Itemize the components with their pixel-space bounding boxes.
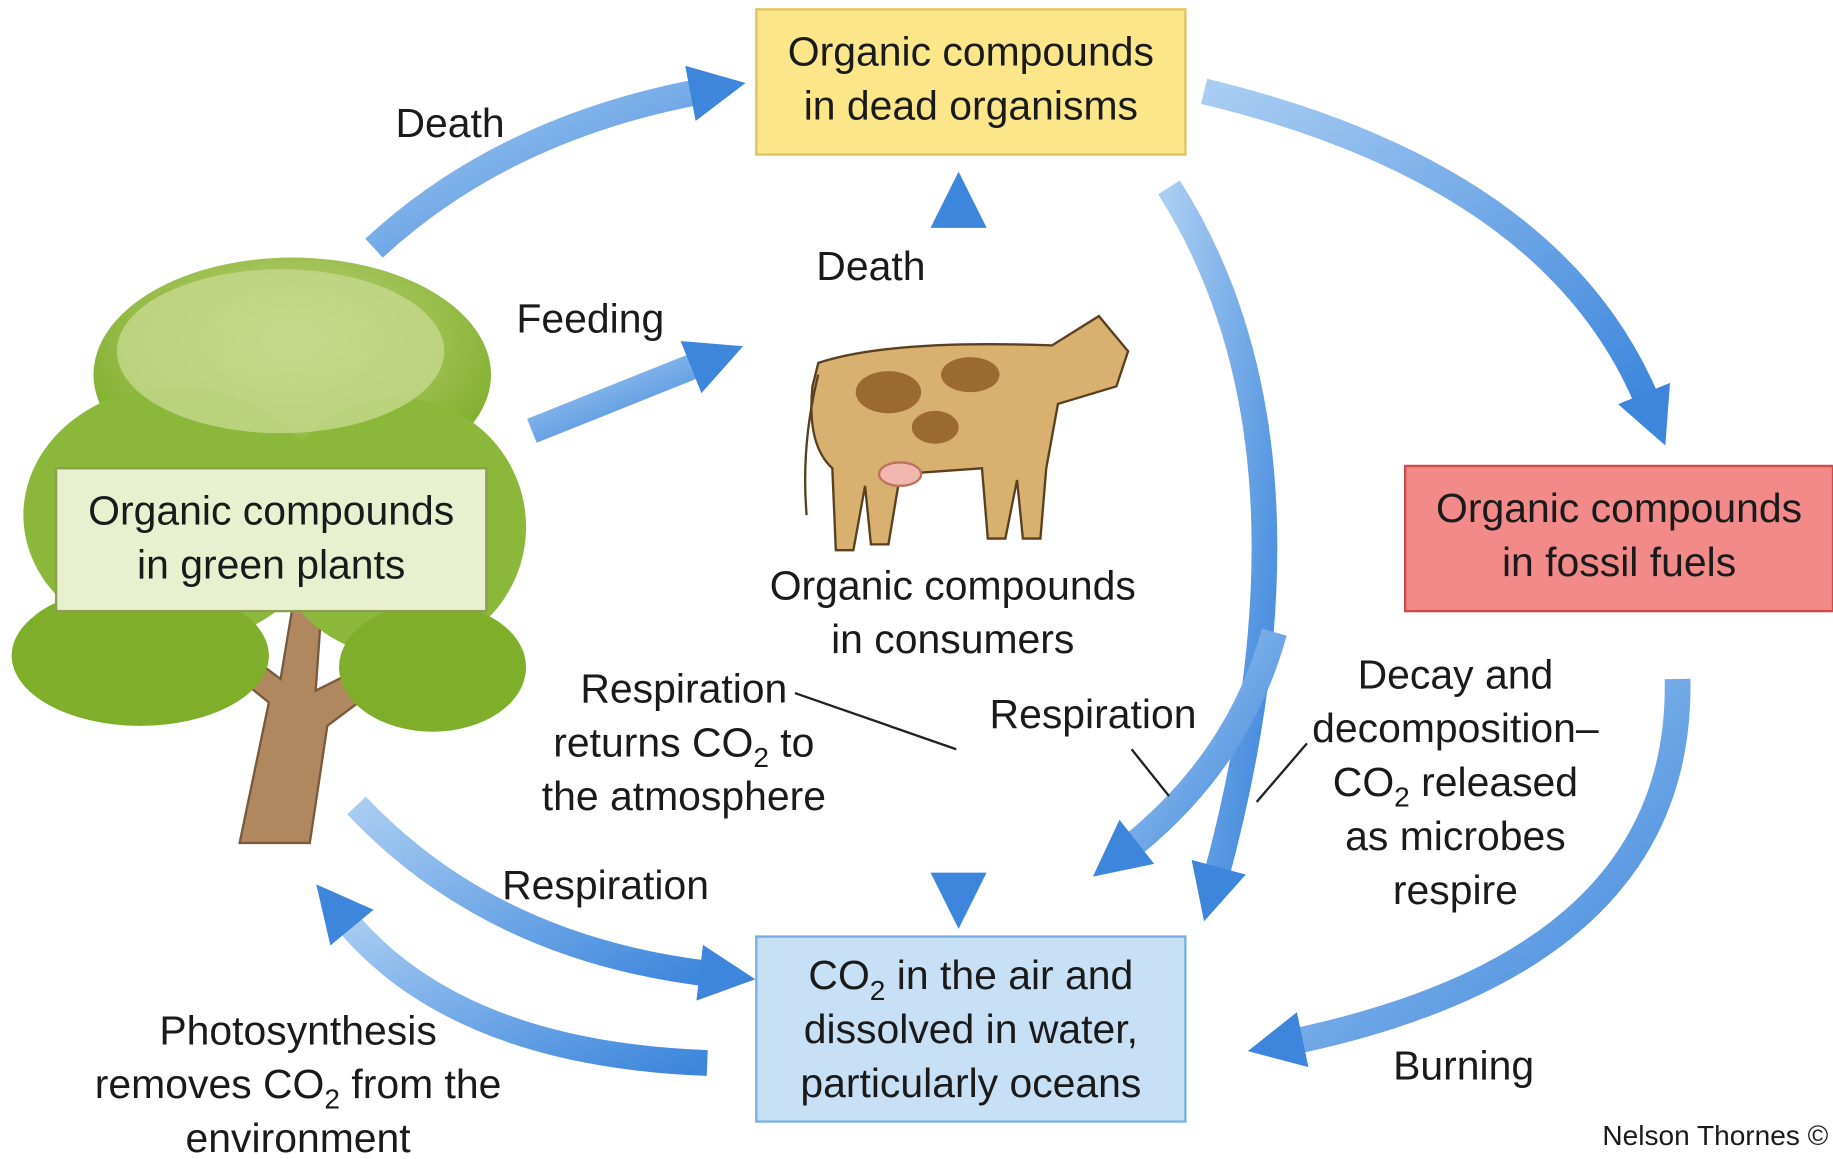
label-line: Photosynthesis (159, 1007, 436, 1053)
label-line: Organic compounds (88, 487, 454, 533)
text-part: CO (808, 952, 869, 998)
label-line: the atmosphere (542, 773, 826, 819)
text-part: in the air and (885, 952, 1133, 998)
label-line: Feeding (516, 295, 664, 341)
label-line: respire (1393, 867, 1518, 913)
arrow (1204, 91, 1648, 404)
label-line: CO2 released (1333, 759, 1578, 813)
label-line: as microbes (1345, 813, 1566, 859)
text-part: from the (340, 1061, 501, 1107)
label-line: CO2 in the air and (808, 952, 1133, 1006)
label-line: Organic compounds (1436, 485, 1802, 531)
pointer-line (795, 693, 956, 749)
label-line: in consumers (831, 616, 1074, 662)
label-line: decomposition– (1312, 705, 1599, 751)
cow-illustration (805, 316, 1128, 550)
pointer-line (1257, 743, 1307, 802)
label-line: in fossil fuels (1502, 539, 1736, 585)
label-line: Death (395, 100, 504, 146)
label-line: Burning (1393, 1042, 1534, 1088)
label-line: environment (186, 1115, 412, 1159)
label-line: in green plants (137, 541, 405, 587)
subscript: 2 (753, 742, 769, 773)
label-line: particularly oceans (800, 1060, 1141, 1106)
text-part: CO (1333, 759, 1394, 805)
label-line: Respiration (990, 691, 1197, 737)
text-part: returns CO (553, 719, 753, 765)
label-line: Organic compounds (788, 29, 1154, 75)
carbon-cycle-diagram: Organic compounds in dead organisms Organi… (0, 0, 1833, 1159)
text-part: to (769, 719, 814, 765)
subscript: 2 (324, 1084, 340, 1115)
subscript: 2 (870, 975, 886, 1006)
label-line: Respiration (580, 665, 787, 711)
text-part: released (1410, 759, 1578, 805)
arrow (532, 363, 702, 431)
pointer-line (1132, 749, 1169, 796)
label-line: dissolved in water, (804, 1006, 1138, 1052)
label-line: removes CO2 from the (95, 1061, 502, 1115)
label-line: in dead organisms (804, 82, 1138, 128)
label-line: returns CO2 to (553, 719, 814, 773)
credit: Nelson Thornes © (1602, 1120, 1828, 1151)
subscript: 2 (1394, 782, 1410, 813)
label-line: Decay and (1358, 651, 1554, 697)
label-line: Respiration (502, 862, 709, 908)
label-line: Death (816, 243, 925, 289)
label-line: Organic compounds (770, 562, 1136, 608)
text-part: removes CO (95, 1061, 325, 1107)
